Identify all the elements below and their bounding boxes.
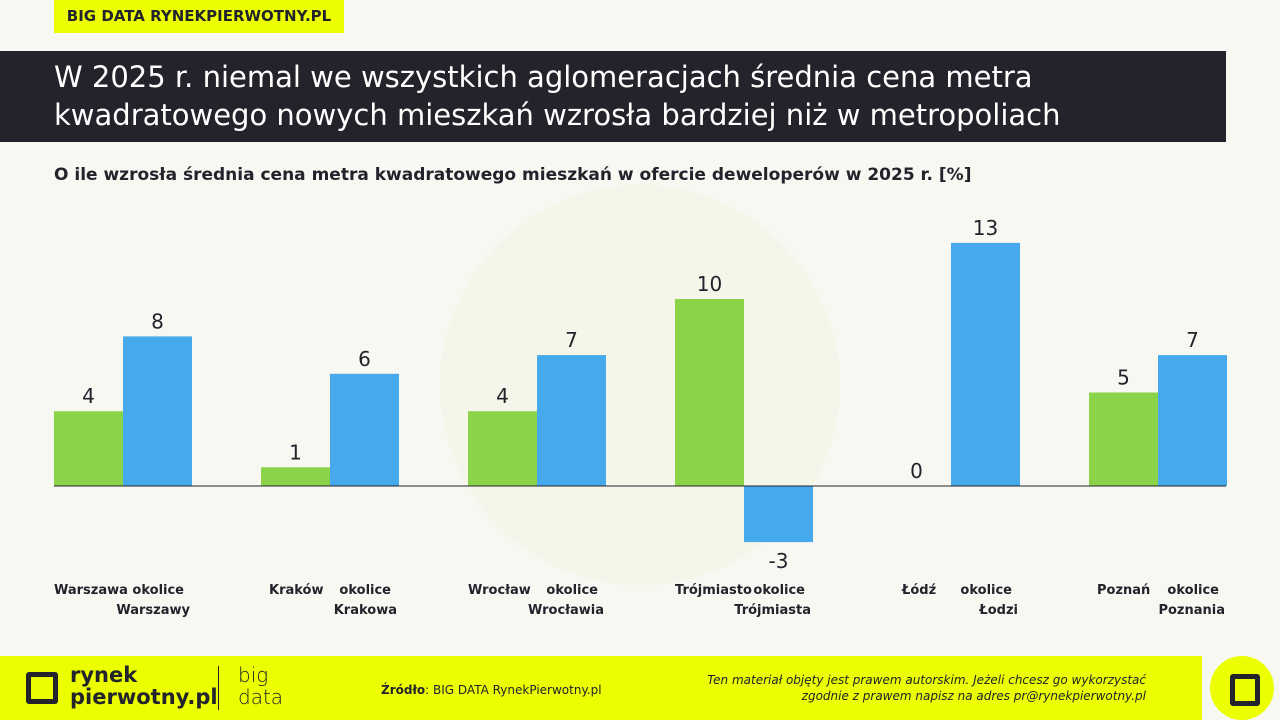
bar: [330, 373, 399, 486]
bar-chart: 4 Warszawa 8 okolice Warszawy 1 Kraków 6 okolice…: [54, 216, 1227, 618]
copyright-line: Ten materiał objęty jest prawem autorski…: [707, 673, 1146, 687]
category-label: okolice Poznania: [1158, 583, 1225, 618]
data-label: 1: [289, 440, 302, 464]
data-label: 6: [358, 347, 371, 371]
data-label: 10: [697, 272, 722, 296]
category-label: Łódź: [901, 583, 936, 598]
brand-tag: BIG DATA RYNEKPIERWOTNY.PL: [54, 0, 344, 33]
source: Źródło: BIG DATA RynekPierwotny.pl: [381, 683, 602, 697]
category-label: Warszawa: [54, 583, 128, 598]
bigdata-logo: big data: [238, 663, 284, 709]
data-label: 13: [973, 216, 998, 240]
bar: [123, 336, 192, 486]
copyright-line: zgodnie z prawem napisz na adres: [801, 689, 1014, 703]
logo-badge: [1210, 656, 1274, 720]
bar: [1158, 355, 1227, 486]
source-text: : BIG DATA RynekPierwotny.pl: [425, 683, 602, 697]
category-label: Trójmiasto: [675, 583, 752, 598]
data-label: 7: [565, 328, 578, 352]
category-label: Poznań: [1097, 583, 1150, 598]
data-label: 0: [910, 459, 923, 483]
data-label: 4: [496, 384, 509, 408]
bar: [1089, 392, 1158, 486]
category-label: okolice Trójmiasta: [734, 583, 811, 618]
category-label: okolice Krakowa: [334, 583, 397, 618]
divider: [218, 666, 219, 710]
data-label: 5: [1117, 366, 1130, 390]
bar: [537, 355, 606, 486]
data-label: 8: [151, 309, 164, 333]
category-label: Wrocław: [468, 583, 531, 598]
page-title: W 2025 r. niemal we wszystkich aglomerac…: [0, 51, 1226, 142]
bar: [744, 486, 813, 543]
category-label: okolice Łodzi: [960, 583, 1018, 618]
category-label: okolice Warszawy: [116, 583, 190, 618]
bar: [951, 242, 1020, 486]
data-label: 7: [1186, 328, 1199, 352]
category-label: Kraków: [269, 583, 324, 598]
source-label: Źródło: [381, 683, 426, 697]
bar: [675, 299, 744, 486]
logo: rynek pierwotny.pl: [70, 663, 218, 709]
footer: rynek pierwotny.pl big data Źródło: BIG DA…: [0, 656, 1202, 720]
logo-icon: [26, 672, 58, 704]
email-link[interactable]: pr@rynekpierwotny.pl: [1013, 689, 1146, 703]
category-label: okolice Wrocławia: [528, 583, 604, 618]
bar: [468, 411, 537, 486]
logo-icon: [1230, 674, 1260, 706]
bar: [54, 411, 123, 486]
chart-title: O ile wzrosła średnia cena metra kwadrat…: [54, 165, 972, 185]
data-label: -3: [769, 549, 789, 573]
copyright: Ten materiał objęty jest prawem autorski…: [707, 672, 1146, 704]
data-label: 4: [82, 384, 95, 408]
bar: [261, 467, 330, 486]
